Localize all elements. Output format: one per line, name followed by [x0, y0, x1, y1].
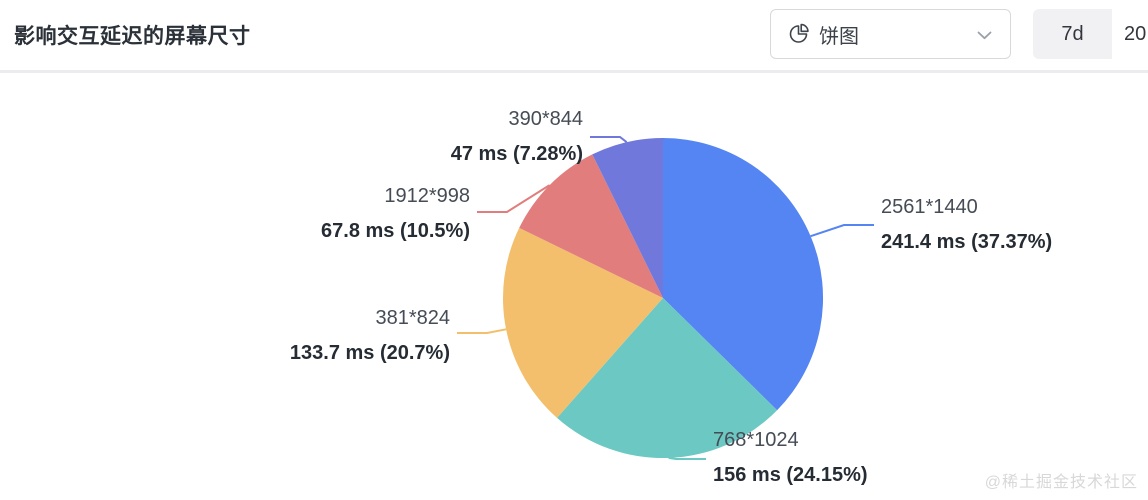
- chevron-down-icon: [977, 31, 992, 40]
- slice-name: 768*1024: [713, 429, 799, 451]
- pie-slice-2561*1440[interactable]: [663, 138, 824, 411]
- time-range-segmented-control: 7d 20: [1033, 9, 1148, 59]
- chart-header: 影响交互延迟的屏幕尺寸 饼图 7d 20: [0, 0, 1148, 73]
- pie-slice-768*1024[interactable]: [557, 298, 778, 459]
- watermark: @稀土掘金技术社区: [984, 474, 1138, 491]
- pie-chart-icon: [788, 23, 810, 45]
- pie-slice-390*844[interactable]: [592, 137, 663, 298]
- slice-label-381x824: 381*824 133.7 ms (20.7%): [290, 301, 450, 371]
- slice-name: 381*824: [375, 307, 450, 329]
- time-range-button-7d[interactable]: 7d: [1033, 9, 1112, 59]
- slice-label-768x1024: 768*1024 156 ms (24.15%): [713, 423, 868, 493]
- chart-type-selected-value: 饼图: [819, 25, 859, 48]
- pie-slice-381*824[interactable]: [503, 227, 663, 418]
- label-line-2561*1440: [810, 224, 874, 238]
- slice-name: 2561*1440: [881, 196, 978, 218]
- slice-name: 1912*998: [384, 185, 470, 207]
- slice-label-1912x998: 1912*998 67.8 ms (10.5%): [321, 179, 470, 249]
- slice-value: 241.4 ms (37.37%): [881, 231, 1053, 253]
- pie-slice-1912*998[interactable]: [519, 154, 663, 298]
- label-line-390*844: [590, 136, 628, 143]
- slice-label-2561x1440: 2561*1440 241.4 ms (37.37%): [881, 190, 1052, 260]
- time-range-button-20[interactable]: 20: [1112, 9, 1148, 59]
- label-line-1912*998: [477, 184, 551, 213]
- slice-value: 47 ms (7.28%): [450, 143, 583, 165]
- slice-label-390x844: 390*844 47 ms (7.28%): [451, 102, 583, 172]
- label-line-768*1024: [668, 456, 706, 460]
- label-line-381*824: [457, 328, 507, 334]
- slice-value: 67.8 ms (10.5%): [321, 220, 470, 242]
- slice-name: 390*844: [508, 108, 583, 130]
- page-title: 影响交互延迟的屏幕尺寸: [14, 25, 251, 48]
- slice-value: 133.7 ms (20.7%): [289, 342, 450, 364]
- slice-value: 156 ms (24.15%): [713, 464, 868, 486]
- chart-type-dropdown[interactable]: 饼图: [770, 9, 1011, 59]
